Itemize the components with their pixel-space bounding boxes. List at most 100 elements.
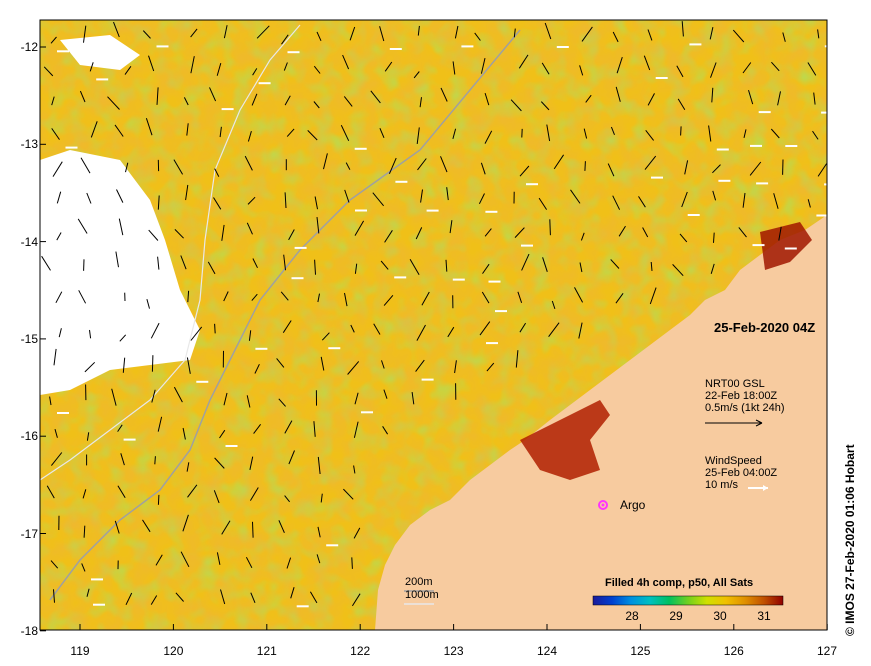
current-vector (148, 229, 159, 241)
current-vector (585, 94, 592, 103)
current-vectors (41, 21, 827, 608)
current-vector (173, 159, 184, 175)
current-vector (351, 557, 353, 569)
y-axis-tick-label: -16 (20, 429, 38, 444)
current-vector (482, 263, 490, 274)
current-vector (514, 227, 525, 238)
current-vector (484, 130, 493, 144)
current-vector (484, 92, 490, 106)
current-vector (288, 450, 295, 465)
current-vector (440, 156, 448, 173)
current-vector (612, 195, 621, 210)
current-vector (570, 189, 581, 204)
current-vector (380, 260, 389, 270)
current-vector (56, 232, 62, 241)
current-vector (314, 196, 318, 210)
current-vector (253, 423, 261, 434)
current-vector (350, 324, 355, 333)
current-vector (316, 31, 322, 42)
current-vector (642, 227, 649, 238)
colorbar-tick-label: 30 (713, 609, 727, 623)
current-vector (183, 97, 189, 106)
current-vector (372, 192, 384, 207)
current-vector (486, 362, 495, 372)
current-vector (284, 495, 290, 503)
current-vector (417, 25, 420, 36)
current-vector (708, 125, 712, 142)
current-vector (157, 256, 160, 270)
current-vector (540, 101, 550, 111)
current-vector (519, 165, 530, 177)
current-vector (484, 228, 492, 237)
current-vector (120, 453, 125, 466)
argo-marker (598, 500, 608, 510)
current-vector (510, 99, 522, 112)
current-vector (382, 426, 389, 435)
current-vector (610, 259, 620, 269)
colorbar-title: Filled 4h comp, p50, All Sats (605, 577, 754, 589)
current-vector (413, 71, 420, 79)
current-vector (416, 127, 420, 144)
current-vector (343, 96, 353, 107)
current-vector (447, 326, 455, 338)
current-vector (544, 22, 552, 40)
current-vector (216, 62, 222, 76)
current-vector (748, 89, 754, 105)
current-vector (251, 293, 258, 301)
current-vector (541, 62, 550, 75)
colorbar-tick-label: 28 (625, 609, 639, 623)
current-vector (478, 193, 485, 205)
current-vector (452, 128, 457, 140)
isobath-1000m-label: 1000m (405, 589, 439, 601)
current-vector (373, 323, 381, 335)
current-vector (452, 61, 456, 75)
current-vector (246, 395, 251, 408)
y-axis-tick-label: -13 (20, 137, 38, 152)
current-vector (681, 191, 688, 208)
current-vector (244, 155, 253, 171)
current-vector (221, 520, 231, 535)
current-vector (616, 56, 623, 74)
current-vector (284, 192, 287, 209)
current-vector (771, 61, 780, 72)
current-vector (679, 233, 688, 243)
current-vector (148, 55, 155, 72)
current-vector (219, 429, 226, 439)
current-vector (278, 398, 286, 407)
current-vector (344, 189, 350, 203)
x-axis-tick-label: 127 (816, 644, 838, 658)
current-vector (54, 428, 58, 438)
nearshore-warm-band-2 (760, 222, 812, 270)
current-vector (417, 158, 427, 171)
current-vector (52, 161, 63, 177)
current-vector (107, 96, 120, 110)
wind-legend: WindSpeed 25-Feb 04:00Z 10 m/s (705, 455, 777, 491)
current-vector (644, 155, 657, 170)
current-vector (283, 62, 288, 71)
current-vector (317, 293, 320, 303)
current-vector (817, 163, 827, 177)
current-vector (309, 591, 318, 604)
current-vector (743, 129, 747, 139)
current-vector (180, 255, 187, 270)
current-vector (321, 332, 330, 341)
current-vector (549, 219, 551, 236)
current-vector (807, 62, 817, 76)
current-vector (409, 259, 420, 275)
current-vector (156, 87, 159, 105)
current-vector (647, 93, 655, 106)
current-vector (145, 118, 153, 136)
x-axis-tick-label: 124 (536, 644, 558, 658)
current-vector (151, 389, 156, 403)
current-vector (383, 294, 394, 306)
current-vector (643, 55, 651, 71)
current-vector (519, 322, 527, 333)
current-vector (280, 291, 289, 301)
current-vector (316, 554, 321, 564)
current-vector (650, 261, 653, 271)
current-vector (307, 130, 318, 141)
current-vector (114, 124, 124, 137)
colorbar-tick-label: 31 (757, 609, 771, 623)
current-vector (89, 329, 92, 339)
current-vector (647, 29, 653, 41)
